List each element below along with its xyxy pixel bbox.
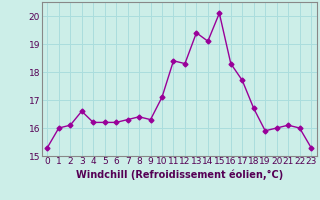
X-axis label: Windchill (Refroidissement éolien,°C): Windchill (Refroidissement éolien,°C): [76, 169, 283, 180]
